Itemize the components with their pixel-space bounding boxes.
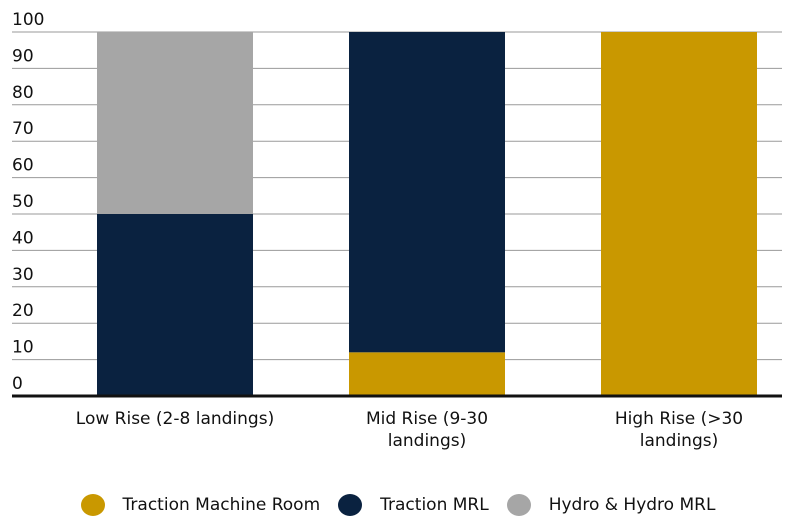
bar-segment bbox=[601, 32, 757, 396]
legend-swatch-traction-mrl bbox=[338, 494, 363, 516]
x-tick-label: Mid Rise (9-30 bbox=[366, 409, 488, 429]
x-tick-label: landings) bbox=[388, 431, 466, 451]
y-tick-label: 10 bbox=[12, 338, 34, 358]
legend: Traction Machine Room Traction MRL Hydro… bbox=[0, 494, 796, 516]
x-tick-label: landings) bbox=[640, 431, 718, 451]
y-tick-label: 60 bbox=[12, 156, 34, 176]
bar-segment bbox=[349, 352, 505, 396]
y-tick-label: 90 bbox=[12, 46, 34, 66]
y-tick-label: 20 bbox=[12, 301, 34, 321]
y-tick-label: 30 bbox=[12, 265, 34, 285]
y-tick-label: 0 bbox=[12, 374, 23, 394]
y-tick-label: 80 bbox=[12, 83, 34, 103]
bars bbox=[97, 32, 757, 396]
legend-label-traction-mrl: Traction MRL bbox=[380, 495, 489, 515]
y-tick-label: 50 bbox=[12, 192, 34, 212]
bar-segment bbox=[349, 32, 505, 353]
y-tick-label: 100 bbox=[12, 10, 44, 30]
y-tick-label: 40 bbox=[12, 228, 34, 248]
legend-item-traction-mrl: Traction MRL bbox=[338, 494, 489, 516]
y-axis: 0 10 20 30 40 50 60 70 80 90 100 bbox=[12, 10, 44, 394]
legend-swatch-hydro-mrl bbox=[506, 494, 531, 516]
y-tick-label: 70 bbox=[12, 119, 34, 139]
x-axis-labels: Low Rise (2-8 landings) Mid Rise (9-30lan… bbox=[76, 409, 743, 451]
x-tick-label: High Rise (>30 bbox=[615, 409, 743, 429]
legend-swatch-traction-machine-room bbox=[80, 494, 105, 516]
legend-item-hydro-mrl: Hydro & Hydro MRL bbox=[506, 494, 716, 516]
bar-segment bbox=[97, 214, 253, 396]
legend-label-hydro-mrl: Hydro & Hydro MRL bbox=[548, 495, 716, 515]
bar-segment bbox=[97, 32, 253, 214]
legend-label-traction-machine-room: Traction Machine Room bbox=[122, 495, 321, 515]
x-tick-label: Low Rise (2-8 landings) bbox=[76, 409, 274, 429]
legend-item-traction-machine-room: Traction Machine Room bbox=[80, 494, 321, 516]
